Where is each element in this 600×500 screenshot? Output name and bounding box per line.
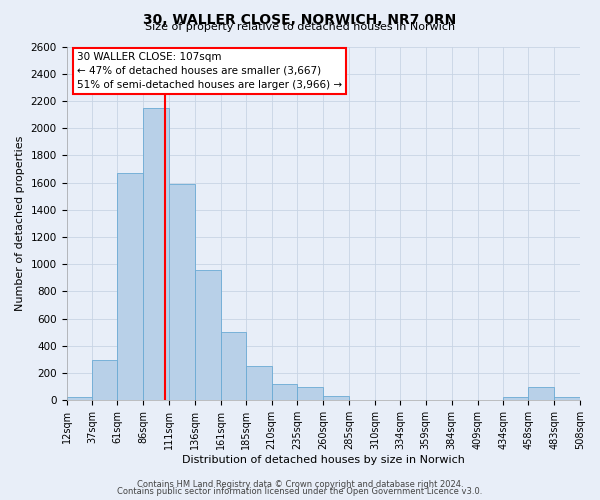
Bar xyxy=(92,360,117,401)
Bar xyxy=(245,366,272,400)
X-axis label: Distribution of detached houses by size in Norwich: Distribution of detached houses by size … xyxy=(182,455,465,465)
Bar xyxy=(528,386,554,400)
Bar xyxy=(272,384,298,400)
Text: Contains HM Land Registry data © Crown copyright and database right 2024.: Contains HM Land Registry data © Crown c… xyxy=(137,480,463,489)
Text: Size of property relative to detached houses in Norwich: Size of property relative to detached ho… xyxy=(145,22,455,32)
Bar xyxy=(298,388,323,400)
Bar xyxy=(554,397,580,400)
Bar xyxy=(143,108,169,401)
Bar xyxy=(117,173,143,400)
Text: 30, WALLER CLOSE, NORWICH, NR7 0RN: 30, WALLER CLOSE, NORWICH, NR7 0RN xyxy=(143,12,457,26)
Bar xyxy=(503,397,528,400)
Bar xyxy=(221,332,245,400)
Bar xyxy=(67,397,92,400)
Text: 30 WALLER CLOSE: 107sqm
← 47% of detached houses are smaller (3,667)
51% of semi: 30 WALLER CLOSE: 107sqm ← 47% of detache… xyxy=(77,52,342,90)
Bar xyxy=(195,270,221,400)
Bar xyxy=(323,396,349,400)
Y-axis label: Number of detached properties: Number of detached properties xyxy=(15,136,25,311)
Bar xyxy=(169,184,195,400)
Text: Contains public sector information licensed under the Open Government Licence v3: Contains public sector information licen… xyxy=(118,487,482,496)
